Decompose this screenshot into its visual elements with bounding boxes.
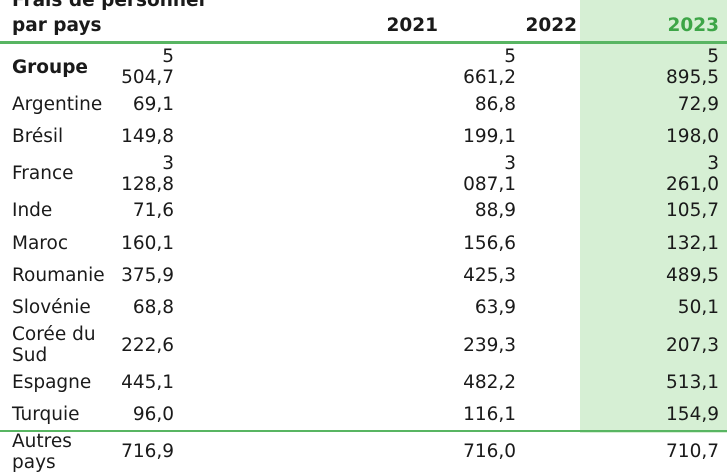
table-title-line1: Frais de personnel (12, 0, 205, 11)
data-table: Groupe 5 504,7 5 661,2 5 895,5 Argentine 69,1… (0, 46, 727, 473)
cell-2023: 513,1 (666, 371, 719, 393)
row-label: Maroc (12, 232, 68, 254)
header-year-2022: 2022 (525, 15, 578, 36)
cell-2022: 199,1 (463, 126, 517, 148)
table-row: Argentine 69,1 86,8 72,9 (0, 88, 727, 120)
table-row: Brésil 149,8 199,1 198,0 (0, 120, 727, 152)
row-label: Roumanie (12, 265, 105, 287)
cell-2022: 88,9 (474, 200, 517, 222)
table-row: Autres pays 716,9 716,0 710,7 (0, 431, 727, 473)
cell-2022: 716,0 (463, 441, 517, 463)
cell-2021: 160,1 (121, 232, 175, 254)
row-label: Turquie (12, 404, 80, 426)
table-row: Corée du Sud 222,6 239,3 207,3 (0, 324, 727, 366)
cell-2022: 425,3 (463, 265, 517, 287)
row-label: Groupe (12, 56, 88, 78)
cell-2023: 207,3 (666, 334, 719, 356)
table-row: Espagne 445,1 482,2 513,1 (0, 366, 727, 398)
cell-2021: 222,6 (121, 334, 175, 356)
cell-2021: 71,6 (132, 200, 175, 222)
cell-2021: 149,8 (121, 126, 175, 148)
cell-2021: 96,0 (132, 404, 175, 426)
cell-2023: 154,9 (666, 404, 719, 426)
cell-2021: 68,8 (132, 297, 175, 319)
cell-2023: 710,7 (666, 441, 719, 463)
row-label: Brésil (12, 126, 64, 148)
row-label: Corée du Sud (12, 324, 96, 367)
cell-2021: 716,9 (121, 441, 175, 463)
cell-2021: 5 504,7 (121, 46, 175, 88)
cell-2022: 63,9 (474, 297, 517, 319)
table-row: Turquie 96,0 116,1 154,9 (0, 398, 727, 430)
cell-2021: 69,1 (132, 93, 175, 115)
row-label: Argentine (12, 93, 103, 115)
table-row: France 3 128,8 3 087,1 3 261,0 (0, 153, 727, 195)
cell-2022: 156,6 (463, 232, 517, 254)
cell-2021: 445,1 (121, 371, 175, 393)
row-label: Espagne (12, 371, 92, 393)
cell-2021: 375,9 (121, 265, 175, 287)
cell-2023: 132,1 (666, 232, 719, 254)
cell-2022: 3 087,1 (463, 152, 517, 195)
row-label: Inde (12, 200, 53, 222)
table-row: Maroc 160,1 156,6 132,1 (0, 227, 727, 259)
table-row: Groupe 5 504,7 5 661,2 5 895,5 (0, 46, 727, 88)
cell-2023: 50,1 (677, 297, 719, 319)
header-rule (0, 41, 727, 44)
highlight-column-2023 (580, 0, 727, 433)
table-header: Frais de personnel par pays 2021 2022 20… (0, 0, 727, 46)
cell-2022: 116,1 (463, 404, 517, 426)
bottom-rule (0, 430, 727, 432)
table-row: Roumanie 375,9 425,3 489,5 (0, 259, 727, 291)
row-label: Slovénie (12, 297, 91, 319)
cell-2023: 489,5 (666, 265, 719, 287)
cell-2022: 482,2 (463, 371, 517, 393)
header-year-2021: 2021 (386, 15, 439, 36)
table-title-line2: par pays (12, 15, 102, 36)
cell-2022: 86,8 (474, 93, 517, 115)
row-label: France (12, 163, 74, 185)
table-row: Slovénie 68,8 63,9 50,1 (0, 292, 727, 324)
header-year-2023: 2023 (667, 15, 720, 36)
cell-2023: 5 895,5 (666, 46, 719, 88)
cell-2022: 5 661,2 (463, 46, 517, 88)
cell-2023: 198,0 (666, 126, 719, 148)
table-row: Inde 71,6 88,9 105,7 (0, 195, 727, 227)
row-label: Autres pays (12, 430, 72, 473)
cell-2023: 72,9 (677, 93, 719, 115)
cell-2021: 3 128,8 (121, 152, 175, 195)
cell-2023: 3 261,0 (666, 152, 719, 195)
cell-2023: 105,7 (666, 200, 719, 222)
table-title: Frais de personnel par pays (12, 0, 205, 38)
cell-2022: 239,3 (463, 334, 517, 356)
